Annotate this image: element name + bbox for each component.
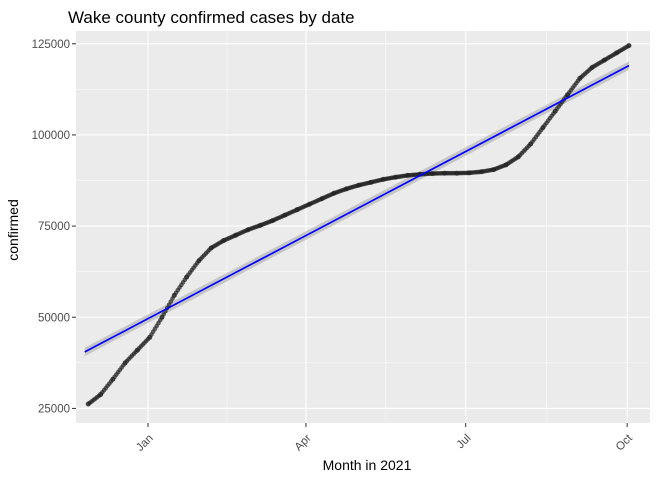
x-tick-label: Jan <box>134 432 156 454</box>
data-point <box>515 154 521 160</box>
trend-line <box>84 64 630 353</box>
data-point <box>85 401 91 407</box>
points-layer <box>85 43 632 407</box>
data-point <box>343 186 349 192</box>
data-point <box>270 218 276 224</box>
data-point <box>429 171 435 177</box>
data-point <box>233 232 239 238</box>
data-point <box>380 176 386 182</box>
x-axis-title: Month in 2021 <box>323 457 412 473</box>
data-point <box>356 182 362 188</box>
data-point <box>220 238 226 244</box>
data-point <box>122 360 128 366</box>
x-tick-label: Oct <box>614 432 636 454</box>
data-point <box>442 170 448 176</box>
data-point <box>503 162 509 168</box>
data-point <box>552 108 558 114</box>
data-point <box>392 174 398 180</box>
data-point <box>626 43 632 49</box>
trend-line-layer <box>84 64 630 353</box>
data-point <box>405 172 411 178</box>
data-point <box>208 245 214 251</box>
data-point <box>159 314 165 320</box>
y-tick-label: 125000 <box>32 39 70 51</box>
data-point <box>331 190 337 196</box>
x-tick-label: Apr <box>293 432 314 453</box>
data-point <box>147 334 153 340</box>
data-point <box>134 347 140 353</box>
data-point <box>257 222 263 228</box>
data-point <box>282 212 288 218</box>
data-point <box>196 258 202 264</box>
data-point <box>577 75 583 81</box>
y-axis-title: confirmed <box>5 199 21 260</box>
data-point <box>491 167 497 173</box>
data-point <box>98 392 104 398</box>
data-point <box>319 196 325 202</box>
data-point <box>540 125 546 131</box>
x-axis-ticks: Jan Apr Jul Oct <box>134 423 636 454</box>
chart-title: Wake county confirmed cases by date <box>68 8 355 27</box>
data-point <box>589 64 595 70</box>
x-tick-label: Jul <box>455 432 474 451</box>
y-tick-label: 75000 <box>38 221 70 233</box>
data-point <box>478 169 484 175</box>
data-point <box>171 292 177 298</box>
data-point <box>601 57 607 63</box>
data-point <box>454 170 460 176</box>
data-point <box>564 92 570 98</box>
data-point <box>306 201 312 207</box>
y-tick-label: 100000 <box>32 130 70 142</box>
minor-grid <box>76 31 650 423</box>
data-point <box>245 227 251 233</box>
y-tick-label: 25000 <box>38 403 70 415</box>
plot-panel <box>76 31 650 423</box>
data-point <box>184 274 190 280</box>
data-point <box>528 141 534 147</box>
y-tick-label: 50000 <box>38 312 70 324</box>
data-point <box>466 170 472 176</box>
data-point <box>110 376 116 382</box>
y-axis-ticks: 25000 50000 75000 100000 125000 <box>32 39 76 415</box>
major-grid <box>76 31 650 423</box>
data-point <box>614 50 620 56</box>
data-point <box>294 207 300 213</box>
data-point <box>368 179 374 185</box>
